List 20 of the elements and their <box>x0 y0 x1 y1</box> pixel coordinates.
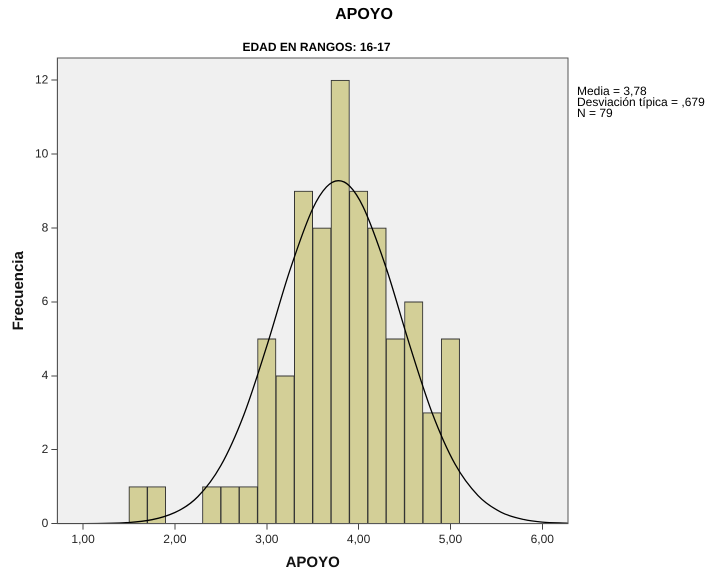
chart-subtitle: EDAD EN RANGOS: 16-17 <box>241 40 392 54</box>
y-tick-label: 4 <box>42 368 49 382</box>
chart-title: APOYO <box>334 6 394 24</box>
x-axis-title: APOYO <box>286 554 340 572</box>
y-tick-label: 12 <box>34 72 49 86</box>
x-tick-label: 4,00 <box>346 532 371 546</box>
text: Media = 3,78 <box>577 84 647 98</box>
y-axis-title: Frecuencia <box>10 250 28 330</box>
x-tick-label: 5,00 <box>438 532 462 546</box>
text: Desviación típica = ,679 <box>577 95 705 109</box>
x-tick-label: 2,00 <box>163 532 187 546</box>
x-tick-label: 3,00 <box>255 532 279 546</box>
y-tick-label: 6 <box>42 294 49 308</box>
y-tick-label: 10 <box>34 146 49 160</box>
y-tick-label: 2 <box>42 442 49 456</box>
text: N = 79 <box>577 106 613 120</box>
x-tick-label: 6,00 <box>530 532 554 546</box>
x-tick-label: 1,00 <box>71 532 96 546</box>
y-tick-label: 8 <box>42 220 49 234</box>
y-tick-label: 0 <box>42 516 49 530</box>
